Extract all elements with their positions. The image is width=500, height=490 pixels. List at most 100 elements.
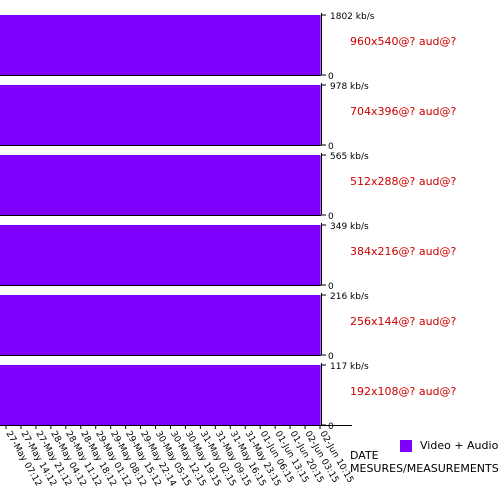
bar <box>50 15 61 75</box>
panel-1: 1802 kb/s 0 960x540@? aud@? <box>0 12 457 82</box>
bar <box>210 85 221 145</box>
bar <box>120 225 131 285</box>
bar <box>140 225 151 285</box>
bar <box>110 225 121 285</box>
bar <box>100 365 111 425</box>
bar <box>100 295 111 355</box>
bar <box>190 225 201 285</box>
bar <box>240 155 251 215</box>
bar <box>230 295 241 355</box>
bar <box>160 15 171 75</box>
bar <box>70 295 81 355</box>
bar <box>300 85 311 145</box>
bar <box>30 155 41 215</box>
bar <box>170 15 181 75</box>
bar <box>30 15 41 75</box>
bar <box>0 365 11 425</box>
bar <box>70 85 81 145</box>
legend-label: Video + Audio <box>420 439 499 452</box>
bar <box>280 225 291 285</box>
bar <box>160 225 171 285</box>
bar <box>310 85 321 145</box>
max-label: 1802 kb/s <box>330 12 375 22</box>
bar <box>250 365 261 425</box>
bar <box>150 85 161 145</box>
bar <box>90 15 101 75</box>
bar <box>300 225 311 285</box>
bar <box>60 15 71 75</box>
bar <box>240 225 251 285</box>
bar <box>180 295 191 355</box>
bar <box>40 85 51 145</box>
bar <box>10 85 21 145</box>
bar <box>230 15 241 75</box>
bar <box>130 225 141 285</box>
bar <box>260 15 271 75</box>
bar <box>80 155 91 215</box>
bar <box>50 295 61 355</box>
max-label: 216 kb/s <box>330 292 369 302</box>
bar <box>20 155 31 215</box>
bar <box>120 365 131 425</box>
bar <box>150 225 161 285</box>
panel-label: 192x108@? aud@? <box>350 385 457 398</box>
bar <box>280 15 291 75</box>
zero-label: 0 <box>328 72 334 82</box>
bar <box>50 85 61 145</box>
bar <box>10 295 21 355</box>
bar <box>160 365 171 425</box>
bar <box>130 155 141 215</box>
bar <box>160 155 171 215</box>
bar <box>130 365 141 425</box>
bar <box>250 85 261 145</box>
bar <box>190 365 201 425</box>
bar <box>290 365 301 425</box>
bar <box>10 15 21 75</box>
bar <box>310 155 321 215</box>
bar <box>270 225 281 285</box>
zero-label: 0 <box>328 422 334 432</box>
bar <box>70 155 81 215</box>
bar <box>230 85 241 145</box>
bar <box>310 225 321 285</box>
bar <box>140 15 151 75</box>
bar <box>0 295 11 355</box>
bar <box>150 365 161 425</box>
bar <box>20 15 31 75</box>
panel-3: 565 kb/s 0 512x288@? aud@? <box>0 152 457 222</box>
bar <box>10 225 21 285</box>
bar <box>180 225 191 285</box>
bar <box>20 295 31 355</box>
bar <box>40 15 51 75</box>
bar <box>240 365 251 425</box>
bar <box>220 15 231 75</box>
bar <box>110 15 121 75</box>
bar <box>210 295 221 355</box>
bar <box>260 295 271 355</box>
bar <box>20 85 31 145</box>
bar <box>30 85 41 145</box>
bar <box>290 155 301 215</box>
bar <box>30 365 41 425</box>
bar <box>180 155 191 215</box>
bar <box>60 85 71 145</box>
bar <box>290 295 301 355</box>
bar <box>230 365 241 425</box>
bar <box>80 225 91 285</box>
bar <box>240 15 251 75</box>
bar <box>300 155 311 215</box>
bar <box>180 365 191 425</box>
bar <box>240 295 251 355</box>
bar <box>210 365 221 425</box>
bar <box>120 155 131 215</box>
bar <box>190 295 201 355</box>
bar <box>190 85 201 145</box>
bar <box>80 15 91 75</box>
bar <box>300 15 311 75</box>
bar <box>200 85 211 145</box>
bar <box>10 365 21 425</box>
bar <box>0 15 11 75</box>
bar <box>0 155 11 215</box>
x-axis-label-line-2: MESURES/MEASUREMENTS <box>350 462 499 475</box>
